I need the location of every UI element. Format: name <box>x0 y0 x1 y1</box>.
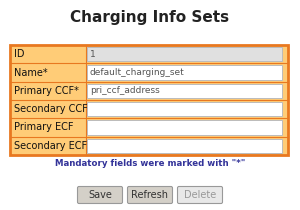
Bar <box>87 120 282 135</box>
Text: 1: 1 <box>90 50 96 59</box>
Text: Secondary CCF: Secondary CCF <box>14 104 88 114</box>
FancyBboxPatch shape <box>178 186 223 203</box>
Bar <box>87 84 282 98</box>
Text: Primary CCF*: Primary CCF* <box>14 86 79 96</box>
FancyBboxPatch shape <box>77 186 122 203</box>
Text: default_charging_set: default_charging_set <box>90 68 185 77</box>
Text: Name*: Name* <box>14 67 48 77</box>
Text: Primary ECF: Primary ECF <box>14 122 74 133</box>
Bar <box>87 139 282 153</box>
Text: Secondary ECF: Secondary ECF <box>14 141 87 151</box>
Bar <box>87 102 282 116</box>
Text: Refresh: Refresh <box>131 190 169 200</box>
FancyBboxPatch shape <box>128 186 172 203</box>
Bar <box>10 45 288 155</box>
Text: pri_ccf_address: pri_ccf_address <box>90 86 160 95</box>
Text: Save: Save <box>88 190 112 200</box>
Bar <box>87 47 282 61</box>
Bar <box>87 65 282 80</box>
Text: Mandatory fields were marked with "*": Mandatory fields were marked with "*" <box>55 159 245 168</box>
Text: Charging Info Sets: Charging Info Sets <box>70 10 230 25</box>
Text: Delete: Delete <box>184 190 216 200</box>
Text: ID: ID <box>14 49 25 59</box>
